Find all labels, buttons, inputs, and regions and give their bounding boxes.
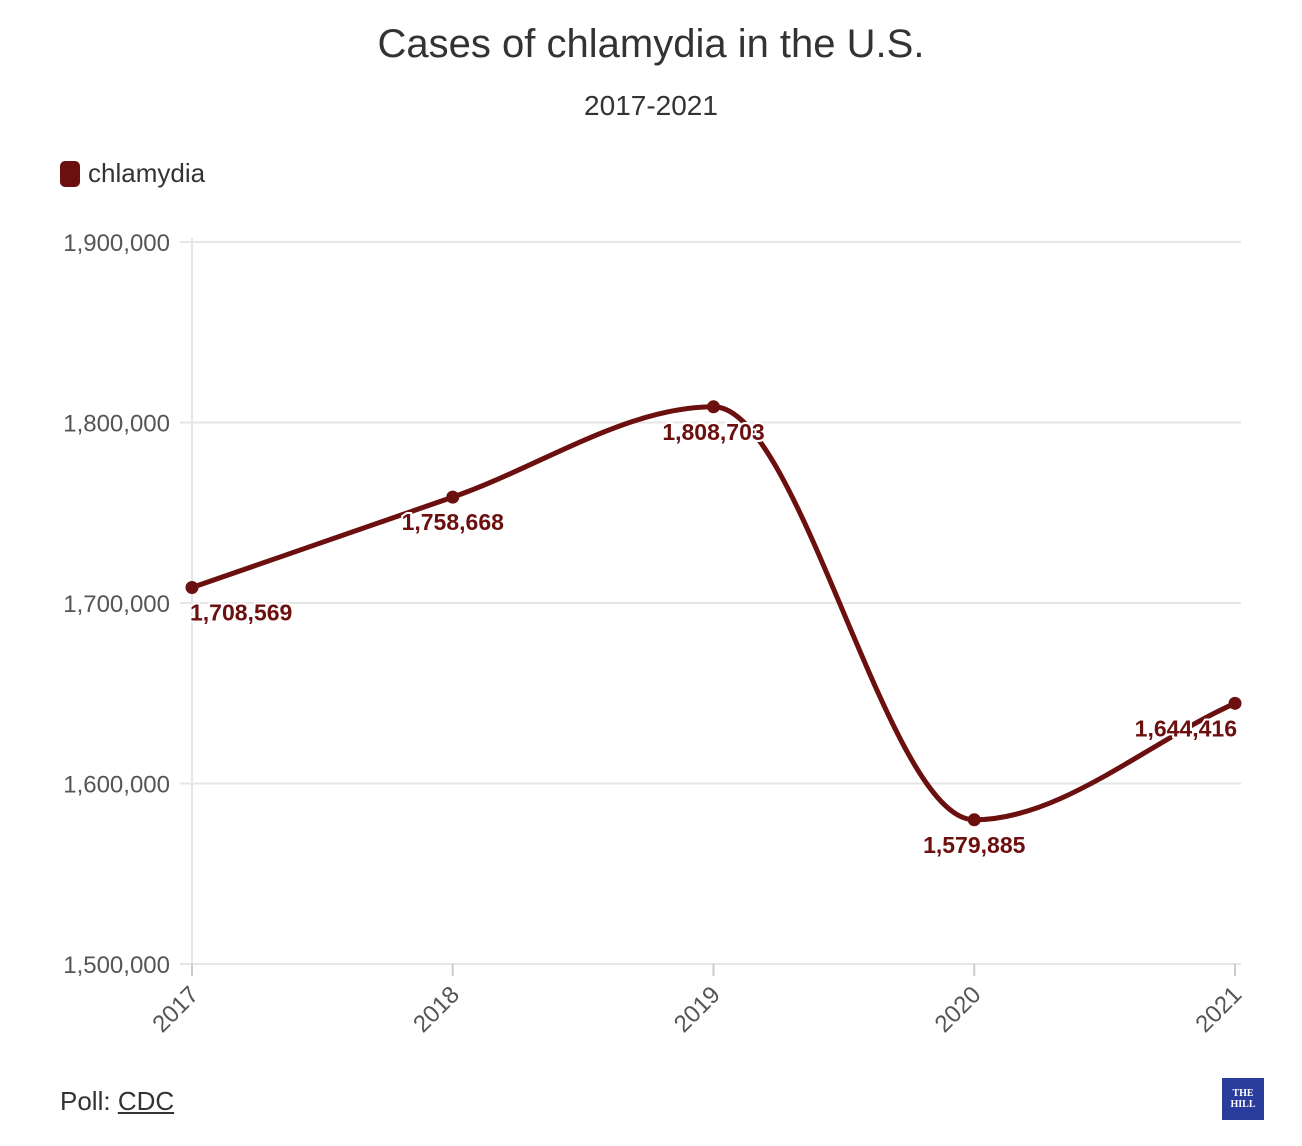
y-tick-label: 1,700,000 [63, 591, 170, 618]
data-label: 1,644,416 [1135, 715, 1237, 741]
y-tick-label: 1,500,000 [63, 952, 170, 979]
source-footer: Poll: CDC [60, 1086, 174, 1117]
grid-lines [180, 241, 1241, 965]
data-label: 1,808,703 [662, 419, 764, 445]
legend[interactable]: chlamydia [60, 158, 205, 189]
axes [191, 238, 1236, 976]
data-label: 1,579,885 [923, 832, 1026, 858]
data-point[interactable] [185, 581, 199, 595]
data-label: 1,708,569 [190, 600, 292, 626]
x-tick-label: 2018 [408, 981, 465, 1038]
data-point[interactable] [446, 490, 460, 504]
x-tick-label: 2020 [930, 981, 987, 1038]
x-tick-labels: 2017 2018 2019 2020 2021 [147, 981, 1247, 1038]
data-point[interactable] [967, 813, 981, 827]
data-label: 1,758,668 [402, 509, 505, 535]
y-tick-label: 1,800,000 [63, 411, 170, 438]
x-tick-label: 2021 [1190, 981, 1247, 1038]
publisher-logo[interactable]: THE HILL [1222, 1078, 1264, 1120]
source-prefix: Poll: [60, 1086, 118, 1116]
series-line [189, 404, 1238, 823]
x-tick-label: 2017 [147, 981, 204, 1038]
y-tick-label: 1,900,000 [63, 230, 170, 257]
logo-line1: THE [1232, 1088, 1254, 1099]
x-tick-label: 2019 [669, 981, 726, 1038]
series-chlamydia [185, 400, 1242, 827]
data-point[interactable] [1228, 696, 1242, 710]
chart-subtitle: 2017-2021 [584, 90, 718, 121]
chart-title: Cases of chlamydia in the U.S. [377, 22, 925, 66]
y-tick-label: 1,600,000 [63, 772, 170, 799]
data-labels: 1,708,569 1,758,668 1,808,703 1,579,885 1,64… [188, 417, 1239, 860]
source-link[interactable]: CDC [117, 1086, 175, 1116]
legend-swatch [60, 160, 80, 187]
logo-line2: HILL [1230, 1099, 1256, 1110]
legend-label: chlamydia [88, 158, 206, 188]
y-tick-labels: 1,500,000 1,600,000 1,700,000 1,800,000 1,90… [63, 230, 170, 979]
data-point[interactable] [707, 400, 720, 414]
